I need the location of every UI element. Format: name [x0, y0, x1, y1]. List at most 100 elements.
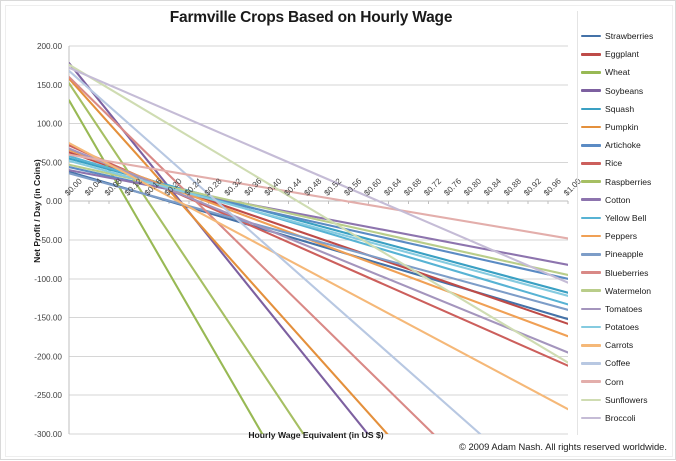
x-tick-label: $0.76 — [442, 176, 463, 197]
legend-item[interactable]: Sunflowers — [581, 391, 675, 409]
x-tick-label: $0.48 — [303, 176, 324, 197]
legend-label: Eggplant — [605, 49, 639, 60]
legend-label: Soybeans — [605, 85, 644, 96]
legend-item[interactable]: Tomatoes — [581, 300, 675, 318]
legend-label: Blueberries — [605, 267, 649, 278]
x-tick-label: $0.80 — [462, 176, 483, 197]
copyright-notice: © 2009 Adam Nash. All rights reserved wo… — [458, 441, 667, 452]
legend-color-swatch — [581, 162, 601, 165]
y-tick-label: -300.00 — [34, 430, 62, 439]
x-tick-label: $0.60 — [362, 176, 383, 197]
legend-item[interactable]: Blueberries — [581, 263, 675, 281]
legend-label: Coffee — [605, 358, 631, 369]
legend-label: Raspberries — [605, 176, 652, 187]
chart-inner-border — [5, 5, 673, 457]
legend-color-swatch — [581, 125, 601, 129]
legend-item[interactable]: Carrots — [581, 336, 675, 354]
legend-label: Potatoes — [605, 322, 639, 333]
legend-item[interactable]: Strawberries — [581, 27, 675, 45]
series-line — [69, 148, 568, 338]
series-line — [69, 63, 568, 364]
legend-color-swatch — [581, 343, 601, 347]
legend-color-swatch — [581, 380, 601, 383]
legend-item[interactable]: Rice — [581, 154, 675, 172]
y-tick-label: -100.00 — [34, 275, 62, 284]
legend-color-swatch — [581, 216, 601, 220]
y-axis-title: Net Profit / Day (in Coins) — [32, 159, 42, 263]
legend-color-swatch — [581, 71, 601, 74]
legend-color-swatch — [581, 398, 601, 402]
y-tick-label: 50.00 — [42, 158, 63, 167]
legend-label: Tomatoes — [605, 303, 643, 314]
legend-item[interactable]: Potatoes — [581, 318, 675, 336]
legend-label: Pumpkin — [605, 122, 639, 133]
legend-item[interactable]: Artichoke — [581, 136, 675, 154]
legend-label: Artichoke — [605, 140, 641, 151]
y-axis-tick-labels: 200.00 150.00 100.00 50.00 0.00 -50.00 -100.00… — [34, 42, 62, 439]
legend-color-swatch — [581, 107, 601, 111]
x-tick-label: $0.64 — [382, 176, 403, 197]
legend-color-swatch — [581, 325, 601, 329]
x-tick-label: $0.68 — [402, 176, 423, 197]
legend-label: Cotton — [605, 194, 631, 205]
legend-item[interactable]: Pineapple — [581, 245, 675, 263]
series-line — [69, 99, 264, 434]
legend-item[interactable]: Peppers — [581, 227, 675, 245]
y-tick-label: -200.00 — [34, 352, 62, 361]
legend-color-swatch — [581, 307, 601, 311]
legend-item[interactable]: Wheat — [581, 63, 675, 81]
legend-item[interactable]: Cotton — [581, 191, 675, 209]
legend-label: Broccoli — [605, 413, 636, 424]
series-line — [69, 66, 568, 284]
legend-item[interactable]: Squash — [581, 100, 675, 118]
legend-item[interactable]: Yellow Bell — [581, 209, 675, 227]
series-line — [69, 141, 568, 411]
y-tick-label: -250.00 — [34, 391, 62, 400]
legend-label: Pineapple — [605, 249, 644, 260]
legend-label: Corn — [605, 376, 624, 387]
series-line — [69, 62, 370, 434]
legend-color-swatch — [581, 362, 601, 365]
legend-label: Carrots — [605, 340, 634, 351]
legend-label: Wheat — [605, 67, 630, 78]
legend-label: Squash — [605, 103, 635, 114]
x-tick-label: $0.32 — [223, 176, 244, 197]
x-tick-label: $0.88 — [502, 176, 523, 197]
x-tick-label: $0.56 — [342, 176, 363, 197]
y-tick-label: -50.00 — [39, 236, 63, 245]
legend-item[interactable]: Pumpkin — [581, 118, 675, 136]
series-line — [69, 153, 568, 240]
chart-legend: Strawberries Eggplant Wheat Soybeans Squash P… — [581, 27, 675, 435]
x-tick-label: $0.84 — [482, 176, 503, 197]
y-tick-label: 150.00 — [37, 81, 62, 90]
series-line — [69, 77, 389, 434]
legend-label: Strawberries — [605, 31, 654, 42]
x-axis-title: Hourly Wage Equivalent (in US $) — [248, 430, 384, 440]
series-line — [69, 172, 568, 311]
x-tick-label: $0.96 — [542, 176, 563, 197]
series-line — [69, 159, 568, 297]
legend-item[interactable]: Watermelon — [581, 282, 675, 300]
legend-color-swatch — [581, 143, 601, 147]
x-tick-label: $0.40 — [263, 176, 284, 197]
legend-item[interactable]: Coffee — [581, 354, 675, 372]
legend-color-swatch — [581, 271, 601, 274]
x-tick-label: $0.52 — [323, 176, 344, 197]
x-axis-ticks — [68, 201, 569, 205]
legend-color-swatch — [581, 198, 601, 202]
legend-label: Peppers — [605, 231, 638, 242]
legend-item[interactable]: Broccoli — [581, 409, 675, 427]
legend-item[interactable]: Soybeans — [581, 82, 675, 100]
legend-color-swatch — [581, 52, 601, 56]
legend-color-swatch — [581, 180, 601, 183]
legend-item[interactable]: Eggplant — [581, 45, 675, 63]
x-tick-label: $0.04 — [83, 176, 104, 197]
legend-item[interactable]: Corn — [581, 373, 675, 391]
series-line — [69, 82, 305, 434]
legend-label: Sunflowers — [605, 394, 648, 405]
legend-item[interactable]: Raspberries — [581, 173, 675, 191]
x-tick-label: $0.72 — [422, 176, 443, 197]
x-tick-label: $0.00 — [63, 176, 84, 197]
